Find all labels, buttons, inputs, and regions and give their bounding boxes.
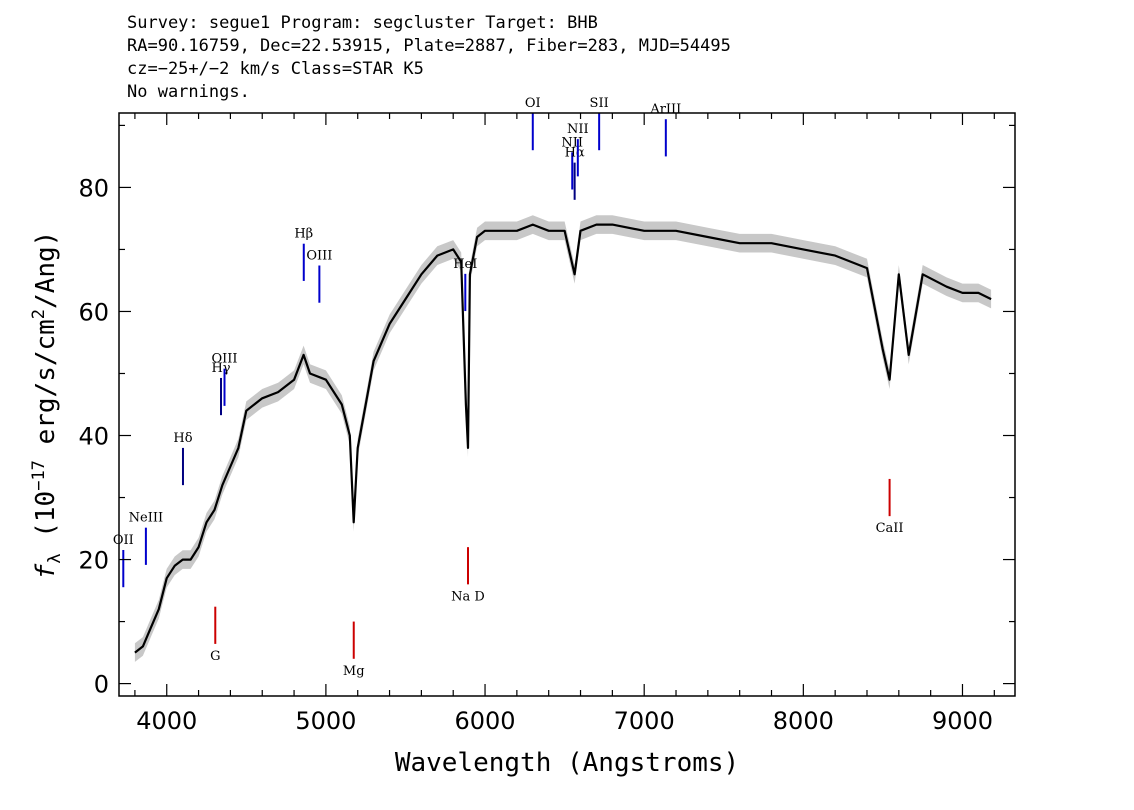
line-label-4: OIII	[211, 352, 237, 367]
line-label-3: Hγ	[211, 361, 230, 376]
line-label-6: OIII	[306, 249, 332, 264]
y-tick-label: 60	[78, 298, 109, 326]
header-coords-line: RA=90.16759, Dec=22.53915, Plate=2887, F…	[127, 36, 731, 56]
flux-series-line	[134, 223, 992, 654]
line-label-10: Hα	[565, 146, 585, 161]
spectrum-header: Survey: segue1 Program: segcluster Targe…	[127, 12, 731, 104]
header-class-line: cz=−25+/−2 km/s Class=STAR K5	[127, 59, 424, 79]
line-label-16: Na D	[451, 589, 485, 604]
line-label-0: OII	[113, 533, 134, 548]
line-label-17: CaII	[876, 521, 904, 536]
line-label-7: HeI	[453, 257, 477, 272]
flux-error-band	[134, 215, 992, 662]
y-tick-label: 0	[94, 671, 109, 699]
y-tick-label: 20	[78, 547, 109, 575]
x-tick-label: 5000	[295, 707, 356, 735]
line-label-14: G	[210, 649, 220, 664]
line-label-5: Hβ	[294, 227, 313, 242]
line-label-8: OI	[525, 96, 541, 111]
y-axis-label: fλ (10−17 erg/s/cm2/Ang)	[29, 231, 65, 580]
y-tick-label: 40	[78, 423, 109, 451]
y-tick-label: 80	[78, 174, 109, 202]
x-tick-label: 8000	[773, 707, 834, 735]
x-axis-label: Wavelength (Angstroms)	[395, 748, 739, 778]
header-warnings-line: No warnings.	[127, 82, 250, 102]
header-survey-line: Survey: segue1 Program: segcluster Targe…	[127, 13, 598, 33]
line-label-2: Hδ	[173, 431, 192, 446]
line-label-11: NII	[567, 122, 589, 137]
x-tick-label: 7000	[614, 707, 675, 735]
x-tick-label: 9000	[932, 707, 993, 735]
x-tick-label: 4000	[136, 707, 197, 735]
plot-frame	[118, 112, 1016, 697]
line-label-1: NeIII	[129, 511, 163, 526]
line-label-15: Mg	[343, 664, 365, 679]
x-tick-label: 6000	[455, 707, 516, 735]
line-label-12: SII	[590, 96, 609, 111]
